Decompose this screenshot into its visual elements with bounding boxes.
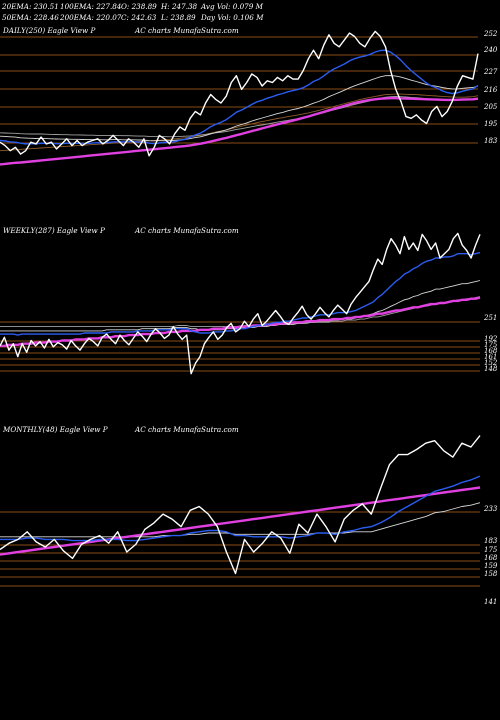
ema50-line	[0, 75, 479, 142]
tick-label: 240	[483, 46, 498, 54]
tick-label: 216	[483, 86, 498, 94]
tick-label: 252	[483, 30, 498, 38]
stat-50ema: 50EMA: 228.46	[2, 13, 59, 22]
stat-100ema: 100EMA: 227.84	[60, 2, 122, 11]
tick-label: 227	[483, 68, 498, 76]
tick-label: 152	[484, 359, 498, 367]
stat-200ema: 200EMA: 220.07	[59, 13, 122, 22]
tick-label: 233	[483, 505, 498, 513]
tick-label: 175	[484, 341, 498, 349]
monthly-panel-label: MONTHLY(48) Eagle View P	[2, 425, 108, 434]
ema200-line	[0, 96, 479, 166]
header-stats: 20EMA: 230.51 100EMA: 227.84 O: 238.89 H…	[1, 2, 264, 22]
weekly-panel-label: WEEKLY(287) Eagle View P	[3, 226, 105, 235]
ema50-line	[0, 502, 481, 538]
stat-low: L: 238.89	[160, 13, 196, 22]
tick-label: 159	[484, 562, 498, 570]
daily-watermark: AC charts MunafaSutra.com	[134, 26, 239, 35]
tick-label: 158	[484, 570, 498, 578]
daily-panel-label: DAILY(250) Eagle View P	[2, 26, 95, 35]
daily-panel: 252 240 227 216 205 195 183	[0, 30, 498, 166]
stat-day-vol: Day Vol: 0.106 M	[200, 13, 264, 22]
tick-label: 183	[484, 537, 498, 545]
ema200-line	[0, 296, 481, 348]
stat-avg-vol: Avg Vol: 0.079 M	[200, 2, 264, 11]
tick-label: 168	[484, 347, 498, 355]
stat-close: C: 242.63	[121, 13, 157, 22]
tick-label: 141	[484, 598, 497, 606]
stat-high: H: 247.38	[160, 2, 198, 11]
weekly-watermark: AC charts MunafaSutra.com	[134, 226, 239, 235]
tick-label: 251	[483, 314, 497, 322]
stat-20ema: 20EMA: 230.51	[1, 2, 59, 11]
price-line	[0, 435, 481, 575]
price-line	[0, 30, 479, 157]
ema200-line	[0, 486, 481, 556]
tick-label: 148	[484, 365, 498, 373]
price-line	[0, 232, 481, 375]
ema20-line	[0, 475, 481, 542]
tick-label: 161	[484, 353, 497, 361]
stat-open: O: 238.89	[121, 2, 157, 11]
tick-label: 205	[483, 103, 498, 111]
tick-label: 195	[484, 120, 498, 128]
tick-label: 183	[484, 137, 498, 145]
tick-label: 175	[484, 546, 498, 554]
monthly-watermark: AC charts MunafaSutra.com	[134, 425, 239, 434]
tick-label: 168	[484, 554, 498, 562]
tick-label: 192	[484, 335, 498, 343]
